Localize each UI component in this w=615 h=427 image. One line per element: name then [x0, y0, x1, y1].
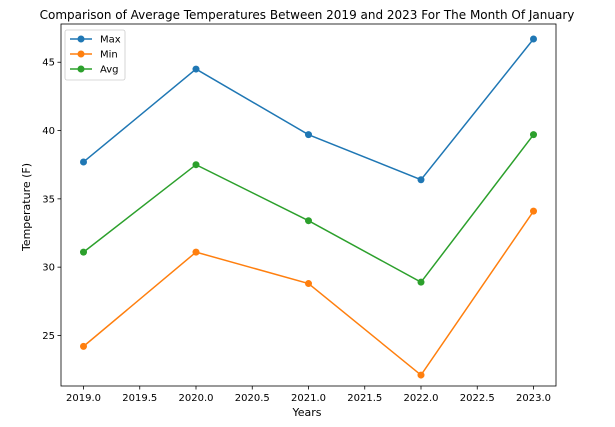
y-tick-label: 25 [42, 331, 55, 342]
x-tick-label: 2022.5 [460, 393, 495, 404]
x-tick-label: 2019.5 [122, 393, 157, 404]
y-axis-label: Temperature (F) [20, 163, 33, 252]
x-tick-label: 2019.0 [66, 393, 101, 404]
data-point-min-2021 [305, 280, 312, 288]
data-point-avg-2021 [305, 217, 312, 225]
data-point-max-2020 [192, 65, 200, 73]
y-tick-label: 40 [42, 126, 55, 137]
x-tick-label: 2020.0 [179, 393, 214, 404]
data-point-avg-2023 [530, 131, 537, 139]
data-point-min-2019 [80, 342, 87, 350]
data-point-min-2023 [530, 207, 537, 215]
series-line-min [83, 210, 535, 377]
legend-label-avg: Avg [100, 65, 119, 76]
y-tick-label: 45 [42, 58, 55, 69]
plot-frame [60, 23, 557, 387]
data-point-max-2023 [530, 35, 537, 43]
legend-marker-avg [77, 65, 85, 73]
data-point-avg-2019 [80, 248, 87, 256]
data-point-avg-2022 [417, 278, 425, 286]
legend: Max Min Avg [64, 29, 126, 81]
data-point-max-2019 [80, 158, 87, 166]
legend-label-max: Max [100, 35, 121, 46]
legend-label-min: Min [100, 50, 118, 61]
legend-marker-max [77, 35, 85, 43]
y-tick-label: 35 [42, 194, 55, 205]
data-point-avg-2020 [192, 161, 200, 169]
x-tick-label: 2023.0 [516, 393, 551, 404]
x-tick-label: 2021.5 [347, 393, 382, 404]
series-line-avg [83, 134, 535, 284]
x-tick-label: 2020.5 [235, 393, 270, 404]
x-tick-label: 2021.0 [291, 393, 326, 404]
y-tick-label: 30 [42, 263, 55, 274]
data-point-min-2020 [192, 248, 200, 256]
chart-title: Comparison of Average Temperatures Betwe… [40, 8, 575, 22]
data-point-min-2022 [417, 371, 425, 379]
data-point-max-2022 [417, 176, 425, 184]
series-line-max [83, 38, 535, 181]
x-axis-label: Years [291, 406, 321, 419]
x-tick-label: 2022.0 [404, 393, 439, 404]
data-point-max-2021 [305, 131, 312, 139]
legend-marker-min [77, 50, 85, 58]
